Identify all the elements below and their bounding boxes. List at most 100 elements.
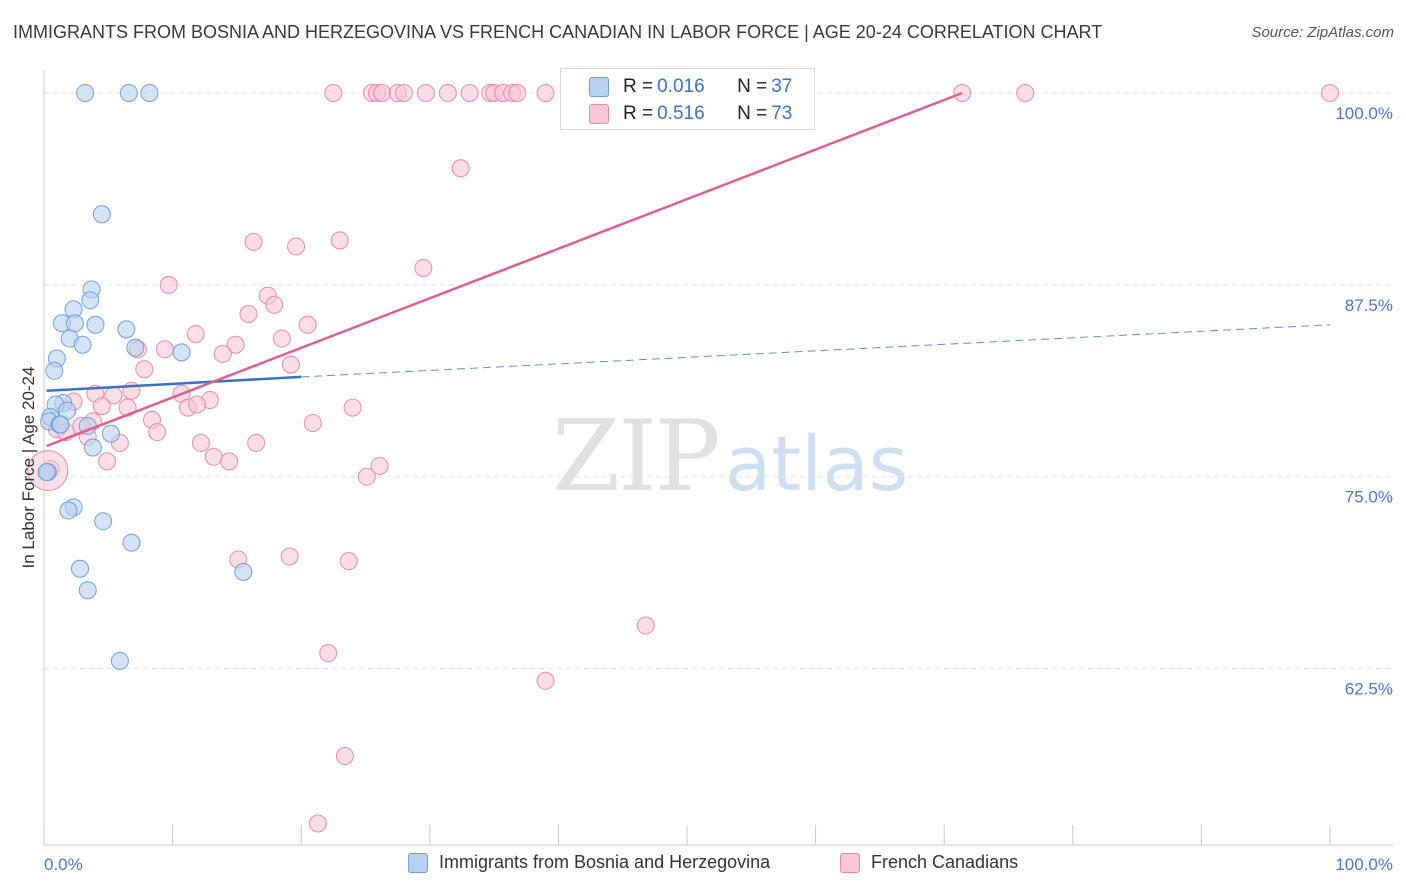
data-point-bosnia xyxy=(92,205,111,224)
data-point-french-canadians xyxy=(636,616,655,635)
legend-n-value: 37 xyxy=(771,76,793,97)
y-tick-label: 100.0% xyxy=(1335,104,1393,123)
data-point-french-canadians xyxy=(460,84,479,103)
data-point-french-canadians xyxy=(155,340,174,359)
data-point-bosnia xyxy=(73,335,92,354)
data-point-bosnia xyxy=(172,343,191,362)
data-point-bosnia xyxy=(65,314,84,333)
series-french-canadians xyxy=(27,84,1339,833)
data-point-bosnia xyxy=(45,361,64,380)
legend-row-french-canadians: R = 0.516 N = 73 xyxy=(561,101,792,127)
data-point-french-canadians xyxy=(135,360,154,379)
watermark: ZIPatlas xyxy=(552,400,908,514)
data-point-french-canadians xyxy=(303,413,322,432)
axis-labels: 62.5% 75.0% 87.5% 100.0% 0.0% 100.0% In Labor … xyxy=(19,104,1393,874)
data-point-french-canadians xyxy=(280,547,299,566)
data-point-bosnia xyxy=(37,463,56,482)
data-point-french-canadians xyxy=(272,329,291,348)
data-point-french-canadians xyxy=(335,746,354,765)
legend-r-value: 0.016 xyxy=(657,76,705,97)
data-point-bosnia xyxy=(78,581,97,600)
data-point-french-canadians xyxy=(220,452,239,471)
data-point-french-canadians xyxy=(330,231,349,250)
data-point-french-canadians xyxy=(204,447,223,466)
data-point-bosnia xyxy=(117,320,136,339)
trend-lines xyxy=(46,91,1331,448)
watermark-atlas: atlas xyxy=(724,419,909,508)
legend-swatch-blue xyxy=(408,852,428,873)
legend-r-label: R = xyxy=(623,103,654,124)
data-point-french-canadians xyxy=(98,452,117,471)
data-point-french-canadians xyxy=(451,159,470,178)
data-point-french-canadians xyxy=(159,275,178,294)
legend-swatch-pink xyxy=(589,104,609,124)
trend-line-french-canadians xyxy=(46,91,963,448)
data-point-french-canadians xyxy=(416,84,435,103)
data-point-french-canadians xyxy=(373,84,392,103)
trend-line-bosnia-extension xyxy=(301,324,1331,378)
data-point-bosnia xyxy=(126,338,145,357)
data-point-french-canadians xyxy=(265,295,284,314)
legend-label-bosnia: Immigrants from Bosnia and Herzegovina xyxy=(439,852,771,872)
data-point-bosnia xyxy=(59,501,78,520)
data-point-french-canadians xyxy=(213,344,232,363)
legend-swatch-pink xyxy=(840,852,860,873)
legend-n-label: N = xyxy=(737,76,768,97)
legend-item-bosnia: Immigrants from Bosnia and Herzegovina xyxy=(408,852,770,873)
data-point-bosnia xyxy=(76,84,95,103)
data-point-bosnia xyxy=(71,559,90,578)
data-point-bosnia xyxy=(110,651,129,670)
data-point-french-canadians xyxy=(370,456,389,475)
correlation-legend: R = 0.016 N = 37 R = 0.516 N = 73 xyxy=(560,68,815,130)
data-point-french-canadians xyxy=(343,398,362,417)
legend-label-french-canadians: French Canadians xyxy=(871,852,1019,872)
data-point-french-canadians xyxy=(438,84,457,103)
data-point-french-canadians xyxy=(92,397,111,416)
data-point-french-canadians xyxy=(287,237,306,256)
series-bosnia xyxy=(37,84,253,670)
data-point-bosnia xyxy=(140,84,159,103)
data-point-french-canadians xyxy=(308,814,327,833)
y-axis-title: In Labor Force | Age 20-24 xyxy=(19,367,38,569)
data-point-french-canadians xyxy=(239,305,258,324)
x-tick-label: 100.0% xyxy=(1335,855,1393,874)
data-point-french-canadians xyxy=(1321,84,1339,103)
data-point-french-canadians xyxy=(339,552,358,571)
data-point-french-canadians xyxy=(186,324,205,343)
legend-row-bosnia: R = 0.016 N = 37 xyxy=(561,74,792,100)
y-tick-label: 62.5% xyxy=(1345,680,1393,699)
data-point-french-canadians xyxy=(148,423,167,442)
data-point-bosnia xyxy=(234,562,253,581)
data-point-bosnia xyxy=(94,512,113,531)
legend-n-value: 73 xyxy=(771,103,793,124)
chart-title: IMMIGRANTS FROM BOSNIA AND HERZEGOVINA V… xyxy=(13,22,1103,42)
data-point-french-canadians xyxy=(191,433,210,452)
data-point-french-canadians xyxy=(395,84,414,103)
legend-r-value: 0.516 xyxy=(657,103,705,124)
data-point-bosnia xyxy=(122,533,141,552)
y-tick-label: 75.0% xyxy=(1345,488,1393,507)
x-tick-label: 0.0% xyxy=(44,855,83,874)
data-point-french-canadians xyxy=(1016,84,1035,103)
data-point-french-canadians xyxy=(536,671,555,690)
data-point-french-canadians xyxy=(414,258,433,277)
data-point-french-canadians xyxy=(226,335,245,354)
data-point-bosnia xyxy=(81,291,100,310)
data-point-french-canadians xyxy=(188,395,207,414)
legend-r-label: R = xyxy=(623,76,654,97)
data-point-french-canadians xyxy=(324,84,343,103)
source-label: Source: ZipAtlas.com xyxy=(1251,24,1394,41)
data-point-french-canadians xyxy=(281,355,300,374)
data-point-french-canadians xyxy=(298,315,317,334)
legend-swatch-blue xyxy=(589,77,609,97)
watermark-zip: ZIP xyxy=(552,400,721,514)
data-point-bosnia xyxy=(83,438,102,457)
y-tick-label: 87.5% xyxy=(1345,296,1393,315)
data-point-bosnia xyxy=(86,315,105,334)
series-legend: Immigrants from Bosnia and Herzegovina F… xyxy=(0,852,1406,878)
data-point-french-canadians xyxy=(244,232,263,251)
trend-line-bosnia xyxy=(46,375,302,392)
data-point-french-canadians xyxy=(247,433,266,452)
legend-item-french-canadians: French Canadians xyxy=(840,852,1018,873)
